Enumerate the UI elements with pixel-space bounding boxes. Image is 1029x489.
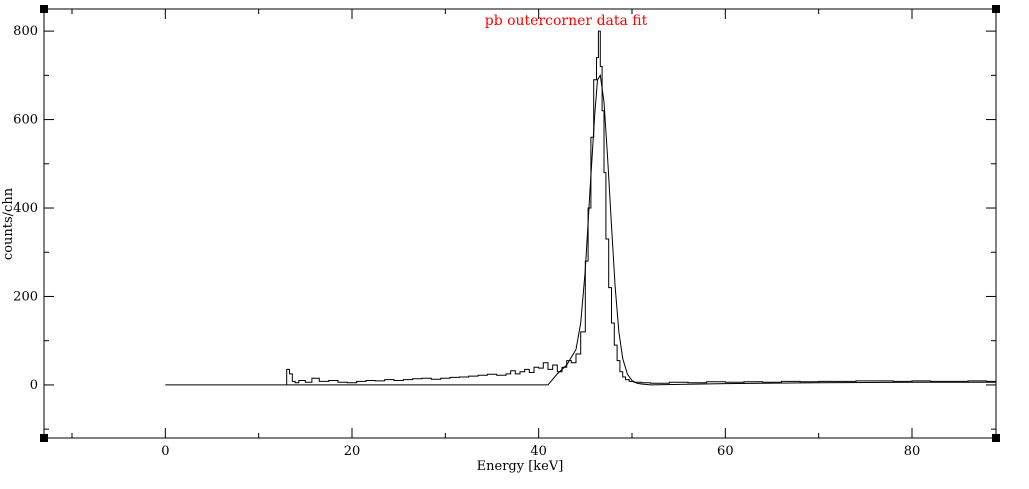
chart-title: pb outercorner data fit: [485, 13, 648, 29]
x-tick-label: 80: [904, 444, 921, 459]
plot-frame: [43, 8, 997, 439]
x-tick-label: 0: [161, 444, 169, 459]
y-tick-label: 400: [13, 201, 38, 216]
y-tick-label: 800: [13, 24, 38, 39]
series-layer: [165, 30, 996, 386]
y-axis-label: counts/chn: [1, 187, 16, 260]
fit-curve-series: [165, 73, 996, 386]
x-tick-label: 20: [344, 444, 361, 459]
axis-ticks: [44, 9, 996, 438]
y-tick-label: 600: [13, 113, 38, 128]
corner-marker-bottom-right[interactable]: [992, 434, 1000, 442]
corner-marker-top-right[interactable]: [992, 5, 1000, 13]
x-tick-label: 40: [530, 444, 547, 459]
corner-marker-top-left[interactable]: [40, 5, 48, 13]
x-tick-label: 60: [717, 444, 734, 459]
corner-marker-bottom-left[interactable]: [40, 434, 48, 442]
y-tick-label: 0: [30, 378, 38, 393]
data-histogram-series: [286, 30, 996, 385]
y-tick-label: 200: [13, 289, 38, 304]
x-axis-label: Energy [keV]: [477, 459, 564, 474]
